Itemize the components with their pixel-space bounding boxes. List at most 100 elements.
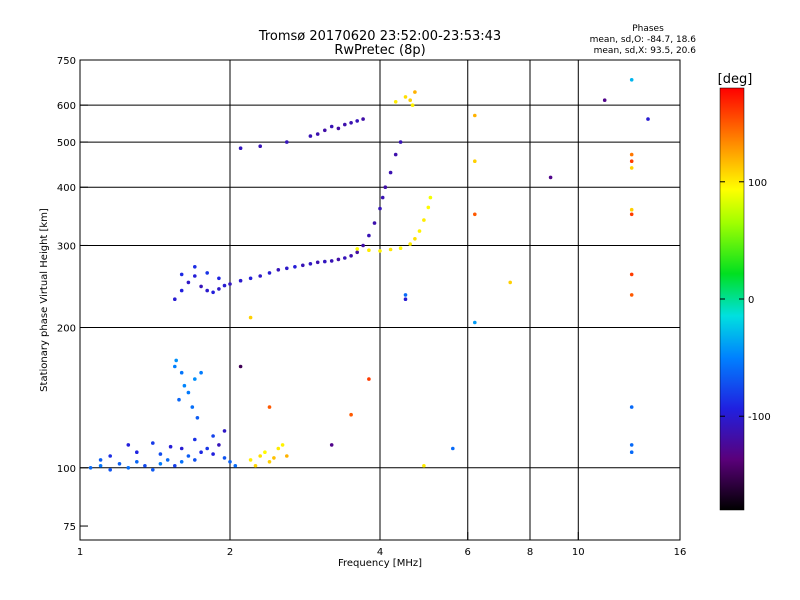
data-point <box>173 297 177 302</box>
data-point <box>426 205 431 210</box>
colorbar-tick-label: -100 <box>748 412 771 423</box>
data-point <box>151 468 155 472</box>
data-point <box>602 98 607 102</box>
data-point <box>355 247 360 251</box>
data-point <box>451 446 455 451</box>
colorbar-tick-label: 0 <box>748 295 754 306</box>
data-point <box>193 377 197 381</box>
data-point <box>272 456 276 460</box>
data-point <box>629 272 634 277</box>
data-point <box>403 293 408 297</box>
data-point <box>285 266 289 271</box>
data-point <box>349 412 353 417</box>
data-point <box>378 206 382 211</box>
data-point <box>238 146 243 150</box>
data-point <box>629 78 634 82</box>
data-point <box>186 390 191 395</box>
data-point <box>228 460 232 464</box>
data-point <box>629 159 634 163</box>
data-point <box>315 260 320 265</box>
info-line-o: mean, sd,O: -84.7, 18.6 <box>590 35 697 45</box>
data-point <box>276 268 281 272</box>
data-point <box>168 444 173 449</box>
y-tick-label: 750 <box>57 56 76 67</box>
data-point <box>205 288 209 293</box>
data-point <box>378 249 382 253</box>
data-point <box>126 443 131 447</box>
y-tick-label: 400 <box>57 183 76 194</box>
data-point <box>388 247 393 252</box>
data-point <box>253 464 258 468</box>
data-point <box>629 443 634 447</box>
data-point <box>285 454 289 458</box>
data-point <box>349 254 353 258</box>
data-point <box>388 170 393 175</box>
data-point <box>186 454 191 458</box>
data-point <box>222 429 227 433</box>
data-point <box>193 274 197 278</box>
y-tick-label: 200 <box>57 324 76 335</box>
data-point <box>408 98 413 102</box>
data-point <box>355 119 360 123</box>
y-axis-ticks: 75 100 200 300 400 500 600 750 <box>57 56 88 533</box>
data-point <box>308 134 313 138</box>
data-point <box>367 377 371 381</box>
data-point <box>403 297 408 302</box>
data-point <box>315 132 320 136</box>
data-point <box>217 276 221 281</box>
y-gridlines <box>80 104 680 469</box>
data-point <box>629 405 634 409</box>
data-point <box>179 272 184 277</box>
data-point <box>473 320 477 325</box>
data-point <box>336 257 341 262</box>
data-point <box>329 124 334 129</box>
data-point <box>177 397 181 402</box>
data-point <box>308 262 313 266</box>
data-point <box>629 293 634 297</box>
data-point <box>267 405 272 409</box>
data-point <box>158 452 163 456</box>
data-point <box>179 460 184 464</box>
y-tick-label: 100 <box>57 464 76 475</box>
data-point <box>336 126 341 131</box>
data-point <box>174 358 178 363</box>
data-point <box>117 462 122 466</box>
data-point <box>248 276 253 281</box>
data-point <box>473 159 477 163</box>
data-point <box>248 315 253 320</box>
data-point <box>211 434 215 438</box>
data-point <box>383 185 388 189</box>
data-point <box>222 456 227 460</box>
data-point <box>646 117 650 121</box>
data-point <box>380 195 385 200</box>
x-axis-label: Frequency [MHz] <box>338 558 422 569</box>
data-point <box>473 212 477 217</box>
data-point <box>258 144 263 148</box>
data-point <box>276 446 281 451</box>
data-point <box>367 248 371 252</box>
data-point <box>428 195 433 200</box>
data-point <box>199 450 203 455</box>
data-point <box>143 464 147 468</box>
data-point <box>190 405 195 409</box>
data-point <box>548 175 553 180</box>
data-point <box>193 265 197 269</box>
data-point <box>329 443 334 447</box>
data-point <box>422 218 426 222</box>
data-point <box>629 152 634 157</box>
data-point <box>301 263 305 268</box>
data-point <box>173 364 177 369</box>
data-point <box>217 443 221 447</box>
data-point <box>248 458 253 462</box>
data-point <box>410 103 415 107</box>
colorbar-tick-label: 100 <box>748 178 767 189</box>
y-axis-label: Stationary phase Virtual Height [km] <box>39 208 50 392</box>
data-point <box>355 250 360 255</box>
x-tick-label: 8 <box>527 547 533 558</box>
info-line-x: mean, sd,X: 93.5, 20.6 <box>594 46 697 56</box>
data-point <box>173 464 177 468</box>
data-point <box>629 207 634 212</box>
data-point <box>258 454 263 458</box>
data-point <box>211 290 215 295</box>
